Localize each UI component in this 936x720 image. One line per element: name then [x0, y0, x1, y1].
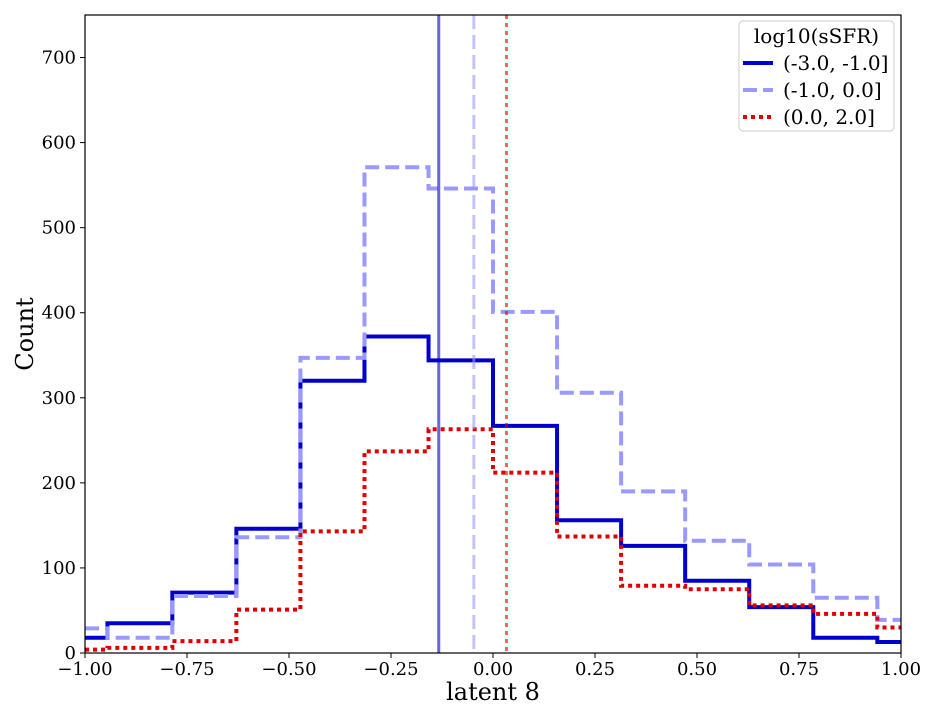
x-tick-label: −1.00 [57, 659, 112, 680]
y-tick-label: 600 [42, 133, 76, 154]
legend-label-2: (0.0, 2.0] [783, 105, 875, 129]
data-layer [85, 15, 901, 653]
x-tick-label: 0.50 [677, 659, 717, 680]
legend-label-1: (-1.0, 0.0] [783, 78, 882, 102]
x-axis-label: latent 8 [446, 678, 540, 706]
y-tick-label: 500 [42, 218, 76, 239]
x-tick-label: −0.75 [159, 659, 214, 680]
y-tick-label: 200 [42, 473, 76, 494]
y-tick-label: 300 [42, 388, 76, 409]
y-axis-label: Count [11, 297, 39, 371]
histogram-series-1 [85, 165, 901, 640]
x-tick-label: 0.75 [779, 659, 819, 680]
x-tick-label: −0.25 [363, 659, 418, 680]
x-tick-label: 0.25 [575, 659, 615, 680]
legend-items: (-3.0, -1.0] (-1.0, 0.0] (0.0, 2.0] [743, 51, 888, 129]
x-tick-label: 1.00 [881, 659, 921, 680]
y-tick-label: 0 [65, 643, 76, 664]
axis-ticks: −1.00 −0.75 −0.50 −0.25 0.00 0.25 0.50 0.75 1.00… [42, 48, 921, 680]
histogram-series-0 [85, 334, 901, 644]
legend-label-0: (-3.0, -1.0] [783, 51, 888, 75]
legend: log10(sSFR) (-3.0, -1.0] (-1.0, 0.0] (0.0,… [738, 20, 895, 132]
y-tick-label: 400 [42, 303, 76, 324]
y-tick-label: 700 [42, 48, 76, 69]
x-tick-label: 0.00 [473, 659, 513, 680]
legend-box [738, 20, 895, 132]
y-tick-label: 100 [42, 558, 76, 579]
legend-title: log10(sSFR) [754, 24, 879, 48]
histogram-series-2 [85, 427, 901, 652]
x-tick-label: −0.50 [261, 659, 316, 680]
